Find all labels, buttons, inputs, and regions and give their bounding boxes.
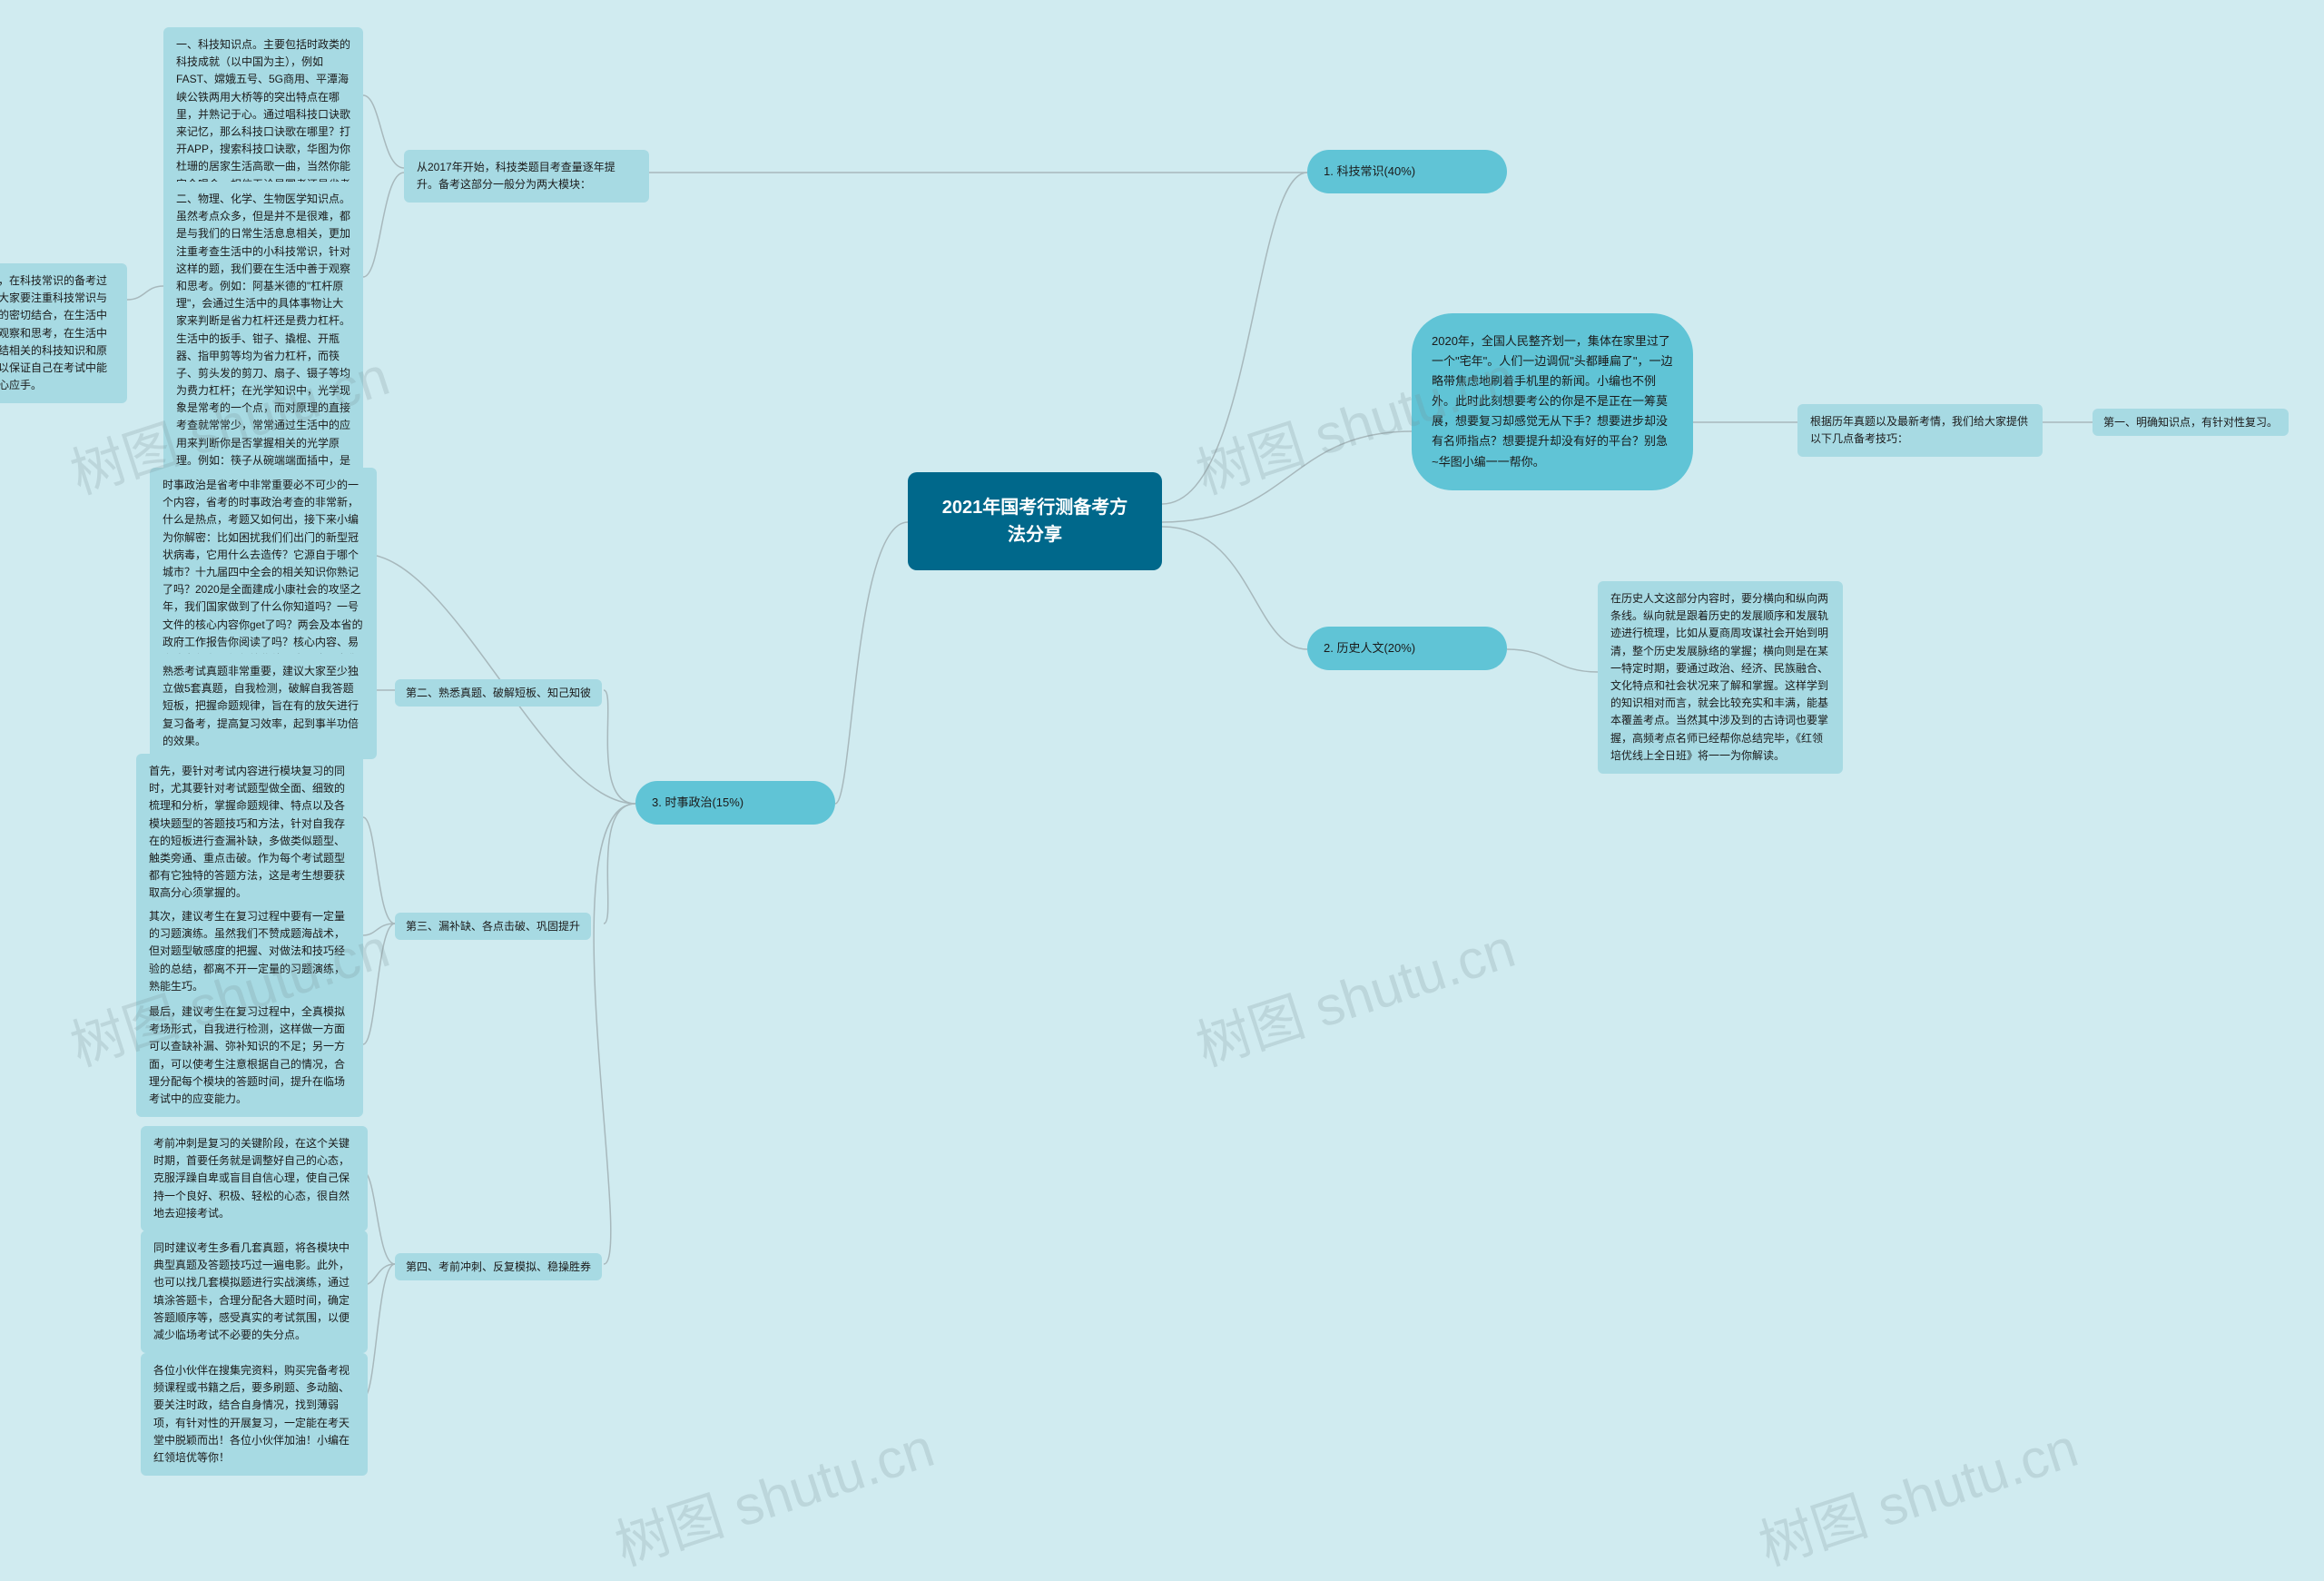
b3-step4-label: 第四、考前冲刺、反复模拟、稳操胜券 [395, 1253, 602, 1280]
b3-step3-body2: 其次，建议考生在复习过程中要有一定量的习题演练。虽然我们不赞成题海战术，但对题型… [136, 899, 363, 1004]
branch-tech: 1. 科技常识(40%) [1307, 150, 1507, 193]
intro-node: 2020年，全国人民整齐划一，集体在家里过了一个"宅年"。人们一边调侃"头都睡扁… [1412, 313, 1693, 490]
watermark: 树图 shutu.cn [1748, 1404, 2086, 1581]
b3-step4-body1: 考前冲刺是复习的关键阶段，在这个关键时期，首要任务就是调整好自己的心态，克服浮躁… [141, 1126, 368, 1231]
watermark: 树图 shutu.cn [604, 1404, 942, 1581]
b1-summary: 总之，在科技常识的备考过程中大家要注重科技常识与生活的密切结合，在生活中善于观察… [0, 263, 127, 403]
intro-tip1: 根据历年真题以及最新考情，我们给大家提供以下几点备考技巧： [1797, 404, 2043, 457]
b3-step2-body: 熟悉考试真题非常重要，建议大家至少独立做5套真题，自我检测，破解自我答题短板，把… [150, 654, 377, 759]
intro-tip2: 第一、明确知识点，有针对性复习。 [2093, 409, 2289, 436]
b3-step2-label: 第二、熟悉真题、破解短板、知己知彼 [395, 679, 602, 707]
center-node: 2021年国考行测备考方法分享 [908, 472, 1162, 570]
b3-step3-label: 第三、漏补缺、各点击破、巩固提升 [395, 913, 591, 940]
b3-step4-body3: 各位小伙伴在搜集完资料，购买完备考视频课程或书籍之后，要多刷题、多动脑、要关注时… [141, 1353, 368, 1476]
branch-history: 2. 历史人文(20%) [1307, 627, 1507, 670]
b3-step3-body1: 首先，要针对考试内容进行模块复习的同时，尤其要针对考试题型做全面、细致的梳理和分… [136, 754, 363, 912]
b3-step4-body2: 同时建议考生多看几套真题，将各模块中典型真题及答题技巧过一遍电影。此外，也可以找… [141, 1230, 368, 1353]
b1-intro: 从2017年开始，科技类题目考查量逐年提升。备考这部分一般分为两大模块： [404, 150, 649, 203]
b3-step3-body3: 最后，建议考生在复习过程中，全真模拟考场形式，自我进行检测，这样做一方面可以查缺… [136, 994, 363, 1117]
b2-leaf: 在历史人文这部分内容时，要分横向和纵向两条线。纵向就是跟着历史的发展顺序和发展轨… [1598, 581, 1843, 774]
watermark: 树图 shutu.cn [1185, 904, 1523, 1082]
branch-politics: 3. 时事政治(15%) [635, 781, 835, 825]
